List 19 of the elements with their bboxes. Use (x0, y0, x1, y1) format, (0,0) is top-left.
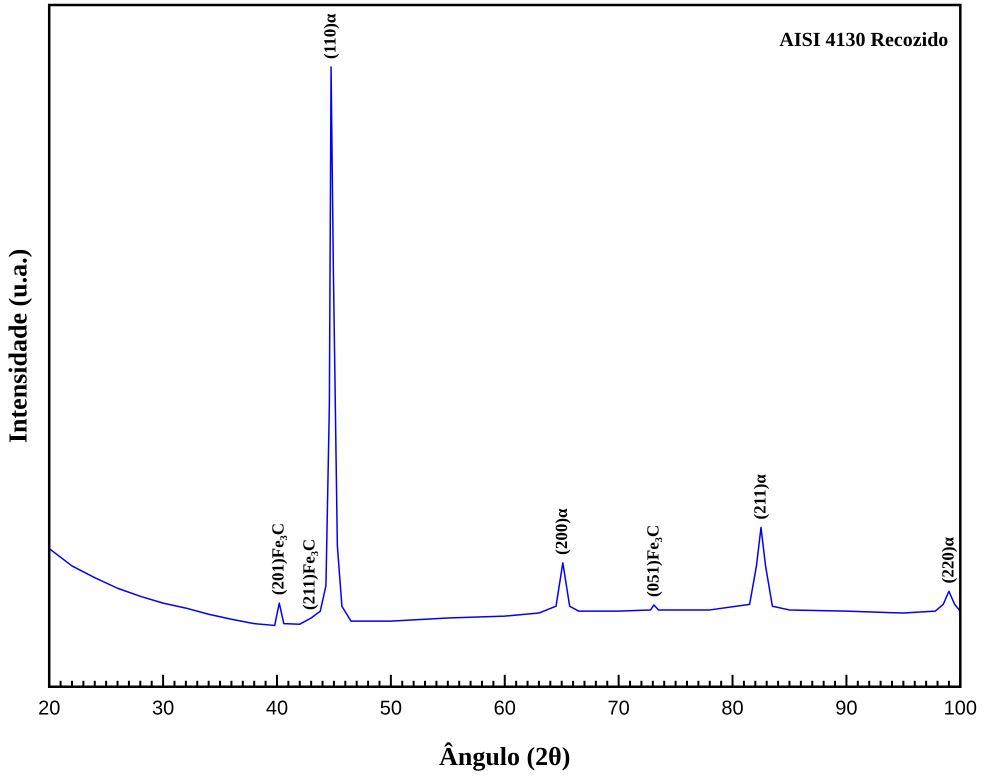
annotation: (051)Fe₃C (643, 524, 662, 597)
chart-title: AISI 4130 Recozido (779, 29, 948, 52)
annotation: (200)α (552, 508, 572, 555)
x-tick-label: 100 (944, 697, 978, 720)
x-tick-label: 20 (38, 697, 60, 720)
x-tick-label: 60 (494, 697, 516, 720)
x-axis-title: Ângulo (2θ) (439, 742, 570, 772)
x-tick-label: 90 (835, 697, 858, 720)
y-axis-title: Intensidade (u.a.) (3, 248, 32, 444)
x-tick-label: 40 (266, 697, 288, 720)
annotation: (201)Fe₃C (268, 522, 288, 596)
x-tick-label: 80 (721, 697, 744, 720)
annotation: (211)α (750, 474, 770, 520)
x-tick-label: 30 (152, 697, 174, 720)
annotation: (220)α (938, 536, 958, 584)
annotation: (110)α (320, 13, 340, 59)
x-tick-label: 50 (380, 697, 402, 720)
x-tick-label: 70 (608, 697, 630, 720)
annotation: (211)Fe₃C (299, 538, 318, 610)
